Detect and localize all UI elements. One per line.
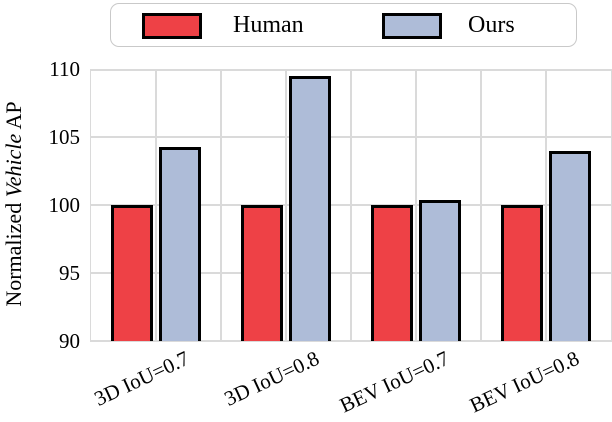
legend: Human Ours: [110, 3, 577, 47]
bar-ours-4: [549, 150, 591, 341]
v-gridline: [545, 69, 547, 341]
v-gridline: [220, 69, 222, 341]
legend-label-human: Human: [233, 12, 304, 38]
v-gridline: [285, 69, 287, 341]
plot-area: [90, 69, 612, 342]
x-tick-label-3: BEV IoU=0.7: [336, 346, 454, 418]
x-tick-label-4: BEV IoU=0.8: [466, 346, 584, 418]
bar-human-4: [501, 205, 543, 341]
x-tick-label-1: 3D IoU=0.7: [90, 346, 194, 411]
h-gridline-90: [91, 340, 611, 342]
bar-ours-2: [289, 75, 331, 341]
bar-human-1: [111, 205, 153, 341]
y-tick-label-95: 95: [59, 261, 80, 285]
bar-human-2: [241, 205, 283, 341]
legend-label-ours: Ours: [468, 12, 515, 38]
v-gridline: [155, 69, 157, 341]
y-tick-label-100: 100: [48, 193, 81, 217]
bar-ours-3: [419, 199, 461, 341]
v-gridline: [415, 69, 417, 341]
v-gridline: [350, 69, 352, 341]
y-tick-label-105: 105: [48, 125, 81, 149]
v-gridline: [480, 69, 482, 341]
x-tick-label-2: 3D IoU=0.8: [220, 346, 324, 411]
y-tick-label-110: 110: [49, 57, 80, 81]
y-tick-label-90: 90: [59, 329, 80, 353]
legend-swatch-human: [142, 13, 202, 39]
legend-swatch-ours: [382, 13, 442, 39]
y-axis-label-prefix: Normalized: [1, 202, 26, 307]
bar-ours-1: [159, 146, 201, 341]
bar-human-3: [371, 205, 413, 341]
